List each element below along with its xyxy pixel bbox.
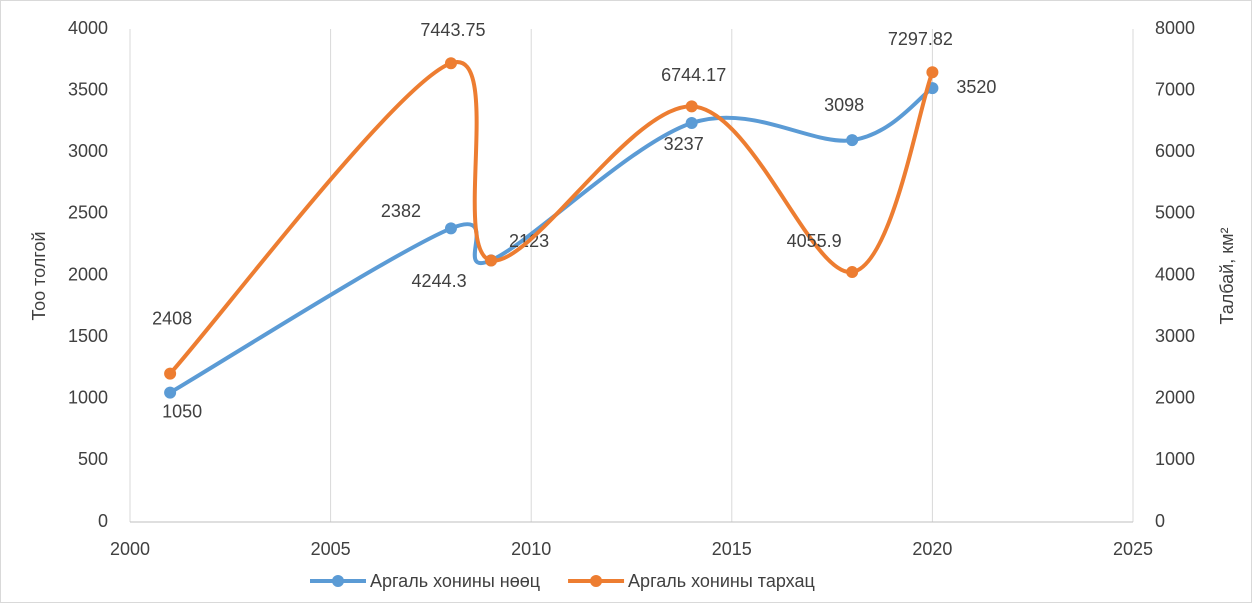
legend-marker xyxy=(590,575,603,587)
data-label: 4244.3 xyxy=(412,271,467,291)
y-tick-label: 2500 xyxy=(68,203,108,223)
x-tick-label: 2015 xyxy=(712,539,752,559)
y2-axis-label: Талбай, км² xyxy=(1217,228,1237,325)
x-tick-label: 2025 xyxy=(1113,539,1153,559)
y2-tick-label: 7000 xyxy=(1155,79,1195,99)
y-tick-label: 1000 xyxy=(68,388,108,408)
data-point xyxy=(926,66,939,79)
y-tick-label: 500 xyxy=(78,449,108,469)
x-tick-label: 2005 xyxy=(311,539,351,559)
y2-tick-label: 1000 xyxy=(1155,449,1195,469)
y2-tick-label: 6000 xyxy=(1155,141,1195,161)
data-label: 3098 xyxy=(824,95,864,115)
data-point xyxy=(444,57,457,70)
y-tick-label: 3000 xyxy=(68,141,108,161)
legend-label: Аргаль хонины тархац xyxy=(628,571,815,591)
x-tick-label: 2010 xyxy=(511,539,551,559)
x-tick-label: 2020 xyxy=(912,539,952,559)
data-label: 2382 xyxy=(381,201,421,221)
legend-marker xyxy=(332,575,344,587)
legend-label: Аргаль хонины нөөц xyxy=(370,571,540,591)
y-tick-label: 0 xyxy=(98,511,108,531)
x-tick-label: 2000 xyxy=(110,539,150,559)
y2-tick-label: 3000 xyxy=(1155,326,1195,346)
y-tick-label: 1500 xyxy=(68,326,108,346)
data-label: 4055.9 xyxy=(787,231,842,251)
data-point xyxy=(164,386,177,399)
data-point xyxy=(164,367,177,380)
y-axis-label: Тоо толгой xyxy=(29,231,49,320)
data-point xyxy=(444,222,457,235)
data-point xyxy=(846,134,859,147)
data-point xyxy=(685,117,698,130)
data-label: 3520 xyxy=(956,77,996,97)
y-tick-label: 2000 xyxy=(68,264,108,284)
data-label: 2408 xyxy=(152,308,192,328)
data-point xyxy=(485,254,498,267)
data-label: 6744.17 xyxy=(661,65,726,85)
data-label: 3237 xyxy=(664,134,704,154)
y-tick-label: 3500 xyxy=(68,79,108,99)
data-label: 7297.82 xyxy=(888,29,953,49)
y-tick-label: 4000 xyxy=(68,18,108,38)
y2-tick-label: 2000 xyxy=(1155,388,1195,408)
y2-tick-label: 5000 xyxy=(1155,203,1195,223)
y2-tick-label: 0 xyxy=(1155,511,1165,531)
y2-tick-label: 4000 xyxy=(1155,264,1195,284)
data-point xyxy=(846,266,859,279)
data-label: 1050 xyxy=(162,401,202,421)
data-label: 7443.75 xyxy=(420,20,485,40)
y2-tick-label: 8000 xyxy=(1155,18,1195,38)
data-point xyxy=(685,100,698,113)
